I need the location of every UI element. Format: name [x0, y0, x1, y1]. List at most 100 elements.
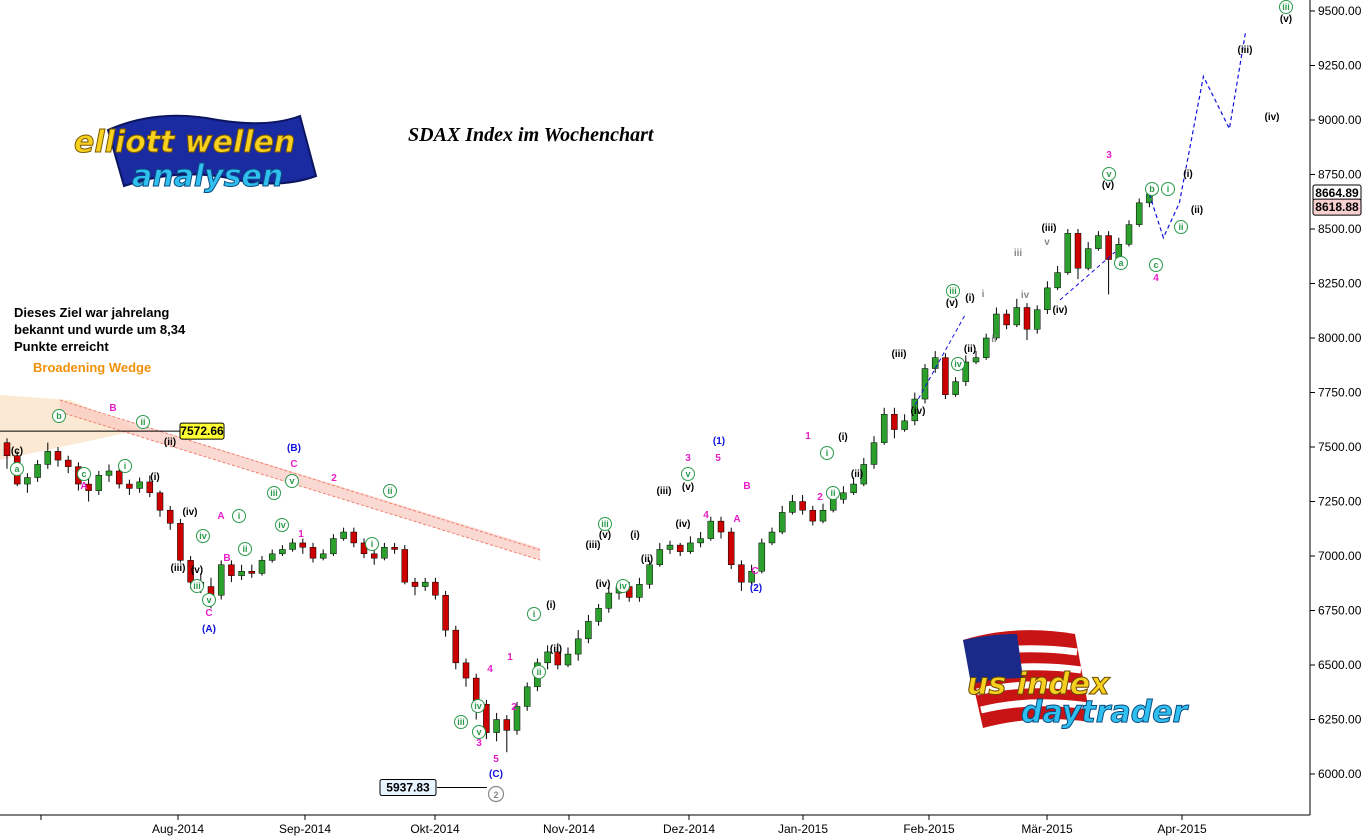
wave-circle-label: iii: [601, 519, 609, 529]
wedge-channel: [60, 400, 540, 560]
candle-up: [544, 651, 551, 664]
wave-circle-label: ii: [536, 667, 541, 677]
wave-label: (v): [599, 530, 611, 541]
wave-circle: [1102, 167, 1116, 181]
wave-circle: [1114, 256, 1128, 270]
wedge-lower-line: [59, 411, 541, 561]
svg-text:elliott wellen: elliott wellen: [74, 125, 295, 160]
wave-circle: [77, 467, 91, 481]
wave-label: (i): [630, 530, 639, 541]
candle-up: [1013, 307, 1021, 326]
wave-label: B: [743, 481, 750, 492]
wave-circle-label: c: [1153, 260, 1158, 270]
candle-up: [1095, 235, 1102, 249]
date-tick-label: Apr-2015: [1157, 822, 1207, 836]
trend-line: [914, 314, 966, 406]
candle-up: [870, 442, 878, 465]
candle-down: [942, 357, 949, 395]
candle-down: [309, 547, 317, 559]
wave-label: (1): [713, 436, 725, 447]
wave-label: (ii): [851, 469, 863, 480]
wave-label: 1: [507, 652, 513, 663]
date-tick-label: Aug-2014: [152, 822, 204, 836]
wave-label: (iii): [1238, 45, 1253, 56]
wave-circle-label: ii: [830, 488, 835, 498]
wave-label: (ii): [164, 437, 176, 448]
wave-circle: [472, 725, 486, 739]
candle-down: [126, 483, 133, 489]
candle-up: [523, 686, 531, 707]
candle-up: [319, 553, 327, 559]
candle-up: [748, 571, 755, 583]
wave-circle-label: iv: [619, 581, 627, 591]
wave-label: 2: [511, 702, 517, 713]
candle-down: [1003, 313, 1010, 326]
candle-up: [238, 571, 245, 576]
candle-up: [921, 368, 929, 400]
wave-label: C: [205, 608, 212, 619]
wave-circle: [136, 415, 150, 429]
wave-circle-label: ii: [140, 417, 145, 427]
candle-up: [34, 464, 41, 478]
wave-label: 5: [715, 453, 721, 464]
candle-up: [850, 483, 857, 494]
wave-circle-label: ii: [1178, 222, 1183, 232]
candle-up: [656, 549, 664, 565]
wave-circle-label: ii: [387, 486, 392, 496]
wave-label: (ii): [964, 344, 976, 355]
wave-circle: [826, 486, 840, 500]
date-tick-label: Dez-2014: [663, 822, 715, 836]
wave-label: (iv): [1265, 112, 1280, 123]
price-tick-label: 6500.00: [1318, 658, 1362, 672]
candle-down: [799, 501, 806, 511]
wave-circle: [1279, 0, 1293, 14]
candle-down: [1023, 307, 1031, 330]
candle-up: [1033, 309, 1041, 330]
wave-circle-label: iv: [199, 531, 207, 541]
wave-label: 5: [493, 754, 499, 765]
wave-circle-label: iv: [278, 520, 286, 530]
candle-up: [44, 451, 52, 465]
wave-circle-label: a: [14, 464, 20, 474]
candle-down: [156, 492, 164, 511]
date-tick-label: Nov-2014: [543, 822, 595, 836]
candle-up: [1084, 248, 1092, 269]
candle-down: [177, 523, 184, 561]
candle-up: [574, 638, 582, 655]
wave-label: (i): [965, 293, 974, 304]
wave-circle: [267, 486, 281, 500]
wedge-upper-line: [59, 399, 541, 551]
wave-label: 4: [1153, 273, 1159, 284]
candle-down: [187, 560, 194, 583]
wave-circle: [365, 537, 379, 551]
wave-circle: [616, 579, 630, 593]
candle-up: [217, 564, 225, 596]
wave-label: (i): [1183, 169, 1192, 180]
wave-circle: [202, 593, 216, 607]
candle-up: [880, 414, 888, 443]
date-tick-label: Okt-2014: [410, 822, 460, 836]
wave-label: 3: [1106, 150, 1112, 161]
candle-up: [972, 357, 980, 363]
wave-label: 3: [685, 453, 691, 464]
candle-down: [809, 509, 817, 522]
candle-up: [258, 560, 266, 574]
candle-down: [299, 542, 307, 548]
wave-circle-label: b: [56, 411, 62, 421]
wave-circle-grey: [487, 785, 505, 803]
candle-up: [901, 420, 908, 430]
candle-up: [289, 542, 296, 550]
wave-label: (i): [838, 432, 847, 443]
wave-circle: [1161, 182, 1175, 196]
candle-up: [95, 475, 103, 491]
price-tick-label: 7500.00: [1318, 440, 1362, 454]
wave-label: (iv): [1053, 305, 1068, 316]
candle-up: [1125, 224, 1133, 245]
svg-text:analysen: analysen: [132, 159, 283, 194]
svg-text:us index: us index: [967, 667, 1111, 702]
candle-up: [962, 361, 970, 382]
wave-circle-label: v: [476, 727, 481, 737]
us-index-daytrader-logo: us index daytrader: [963, 630, 1190, 731]
wave-circle-label: iv: [954, 359, 962, 369]
